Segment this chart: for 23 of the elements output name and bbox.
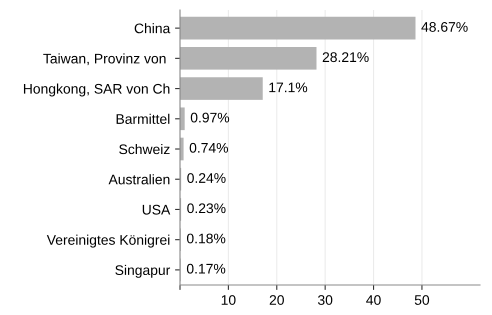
data-label: 0.18% — [186, 234, 226, 244]
y-tick-label: Vereinigtes Königrei — [46, 234, 170, 248]
y-tick-label: Barmittel — [116, 114, 170, 124]
x-tick-label: 40 — [366, 295, 381, 305]
data-label: 0.74% — [190, 142, 228, 153]
data-label: 28.21% — [322, 52, 369, 62]
data-label: 17.1% — [269, 82, 308, 92]
y-tick-label: Taiwan, Provinz von — [43, 53, 166, 66]
data-label: 0.24% — [187, 173, 226, 183]
x-tick-label: 50 — [414, 295, 430, 305]
data-label: 0.23% — [187, 203, 226, 214]
x-tick-label: 30 — [318, 295, 332, 305]
data-label: 0.97% — [190, 112, 230, 123]
y-tick-label: Australien — [108, 174, 170, 184]
y-tick-label: Singapur — [115, 264, 170, 278]
y-tick-label: Hongkong, SAR von Ch — [24, 84, 170, 96]
y-tick-label: China — [134, 23, 170, 34]
x-tick-label: 20 — [270, 295, 284, 305]
x-tick-label: 10 — [222, 295, 236, 305]
y-tick-label: Schweiz — [119, 144, 170, 154]
data-label: 48.67% — [421, 22, 468, 32]
data-label: 0.17% — [186, 264, 226, 274]
y-tick-label: USA — [142, 204, 170, 215]
